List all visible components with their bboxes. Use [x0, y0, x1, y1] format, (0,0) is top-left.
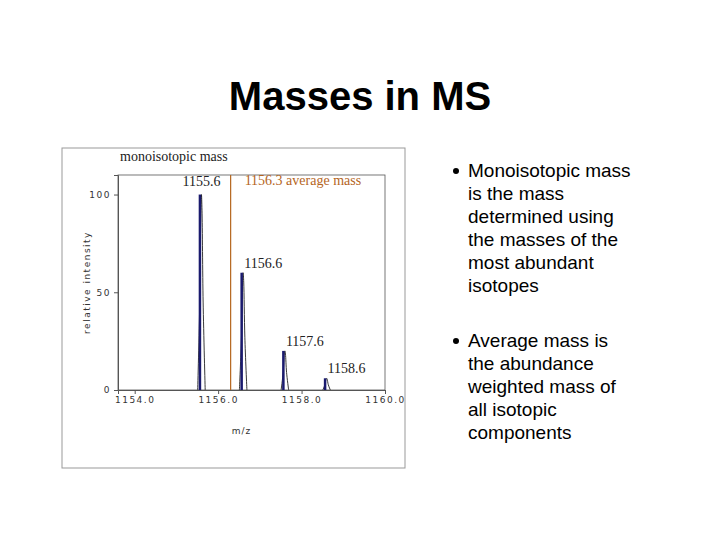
bullet-text: isotopes: [468, 275, 539, 296]
peak-label: 1156.6: [244, 256, 282, 271]
chart-title: monoisotopic mass: [120, 149, 228, 164]
y-tick-label: 0: [104, 385, 111, 395]
x-tick: 1160.0: [365, 390, 406, 405]
peak-profile: [323, 378, 331, 390]
y-axis-line: [114, 176, 119, 391]
x-axis-line: [119, 391, 386, 395]
bullet-text: the abundance: [468, 353, 594, 374]
peak-label: 1155.6: [182, 174, 220, 189]
bullet-text: determined using: [468, 206, 614, 227]
plot-frame: [118, 175, 385, 390]
slide: Masses in MS Monoisotopic massis the mass…: [0, 0, 720, 540]
bullet-text: all isotopic: [468, 399, 557, 420]
x-tick-mark: [302, 390, 303, 394]
y-tick-mark: [114, 292, 118, 293]
y-tick-label: 100: [89, 190, 111, 200]
y-tick: 0: [104, 385, 118, 395]
peak-stick: [240, 273, 243, 390]
x-tick-label: 1158.0: [282, 395, 323, 405]
x-tick: 1156.0: [198, 390, 239, 405]
bullet-text: components: [468, 422, 572, 443]
bullet-text: weighted mass of: [467, 376, 617, 397]
marks: [198, 175, 331, 390]
slide-title: Masses in MS: [229, 74, 491, 118]
peak-profile: [198, 195, 206, 390]
y-tick-mark: [114, 390, 118, 391]
peak-stick: [324, 378, 327, 390]
chart-border: [62, 148, 405, 468]
bullet-text: Average mass is: [468, 330, 608, 351]
x-axis-title: m/z: [232, 426, 252, 436]
bullet-text: the masses of the: [468, 229, 618, 250]
x-tick-mark: [135, 390, 136, 394]
peak-label: 1157.6: [286, 334, 324, 349]
x-tick-mark: [218, 390, 219, 394]
peak-profile: [281, 351, 289, 390]
peak-profile: [239, 273, 247, 390]
x-tick-mark: [385, 390, 386, 394]
x-tick: 1158.0: [282, 390, 323, 405]
y-axis: 0 50 100: [89, 176, 118, 396]
bullet-dot: [453, 168, 459, 174]
y-tick-mark: [114, 195, 118, 196]
annotation-label: 1156.3 average mass: [245, 173, 362, 188]
x-tick-label: 1156.0: [198, 395, 239, 405]
y-tick: 50: [97, 288, 118, 298]
annotation-line: [230, 175, 231, 390]
bullet-text: most abundant: [468, 252, 594, 273]
y-tick-label: 50: [97, 288, 111, 298]
bullet-dot: [453, 338, 459, 344]
peak-stick: [199, 195, 202, 390]
x-tick-label: 1160.0: [365, 395, 406, 405]
bullet-text: Monoisotopic mass: [468, 160, 631, 181]
bullet-text: is the mass: [468, 183, 564, 204]
y-tick: 100: [89, 190, 118, 200]
x-tick: 1154.0: [115, 390, 156, 405]
peak-stick: [282, 351, 285, 390]
peak-label: 1158.6: [328, 361, 366, 376]
x-axis: 1154.0 1156.0 1158.0 1160.0: [115, 390, 406, 405]
y-axis-title: relative intensity: [82, 231, 92, 334]
x-tick-label: 1154.0: [115, 395, 156, 405]
